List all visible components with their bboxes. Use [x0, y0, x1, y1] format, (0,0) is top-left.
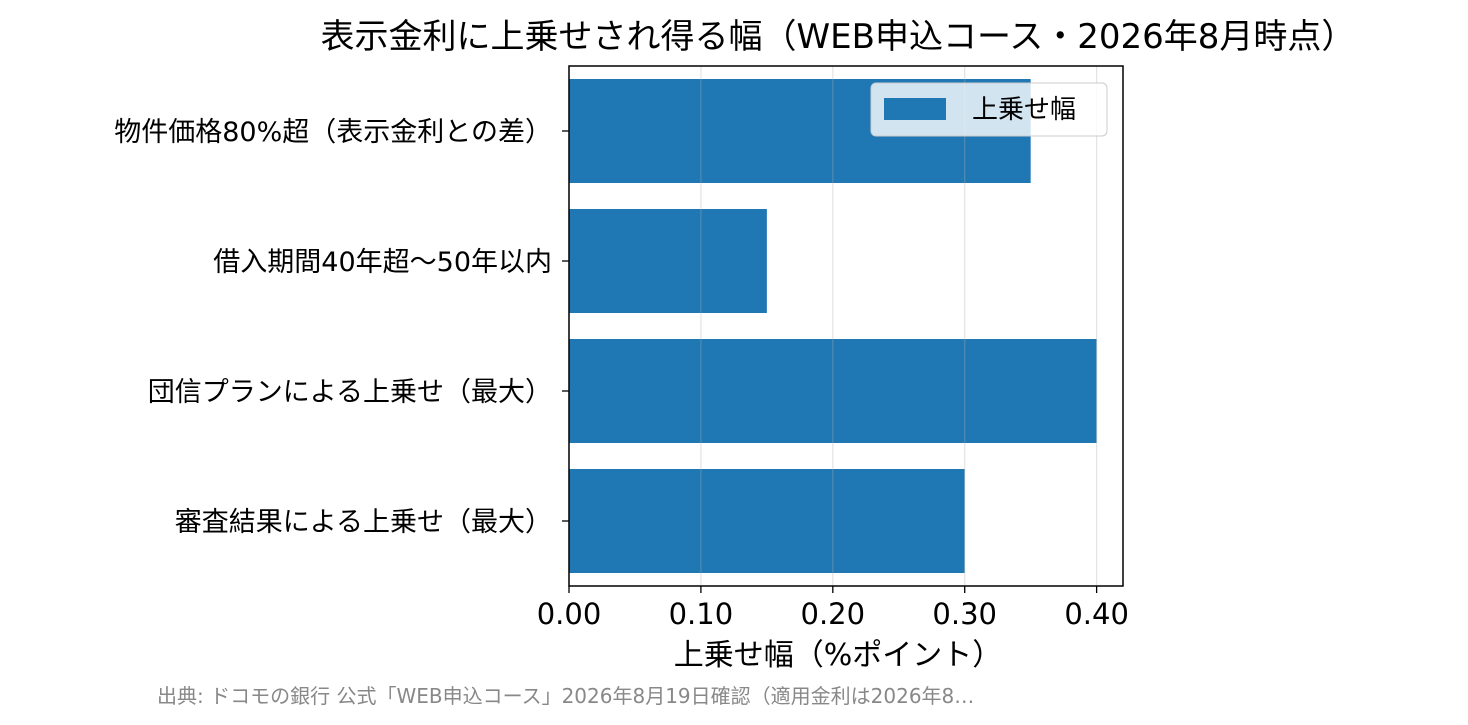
legend: 上乗せ幅 — [870, 82, 1108, 137]
y-axis: 物件価格80%超（表示金利との差） 借入期間40年超〜50年以内団信プランによる上… — [114, 117, 569, 538]
x-tick-label: 0.00 — [537, 597, 602, 631]
x-tick-label: 0.10 — [669, 597, 734, 631]
legend-swatch — [884, 98, 946, 120]
x-tick-label: 0.20 — [801, 597, 866, 631]
source-note: 出典: ドコモの銀行 公式「WEB申込コース」2026年8月19日確認（適用金利… — [157, 684, 974, 708]
x-tick-label: 0.30 — [932, 597, 997, 631]
plot-frame — [568, 65, 1124, 587]
y-tick-label: 審査結果による上乗せ（最大） — [175, 507, 552, 538]
y-tick-label: 団信プランによる上乗せ（最大） — [148, 377, 552, 408]
legend-label: 上乗せ幅 — [972, 95, 1076, 125]
x-axis-title: 上乗せ幅（%ポイント） — [674, 638, 1003, 673]
bar — [569, 339, 1097, 443]
y-tick-label: 借入期間40年超〜50年以内 — [213, 247, 552, 278]
bar — [569, 469, 965, 573]
y-tick-label: 物件価格80%超（表示金利との差） — [114, 117, 552, 148]
x-tick-label: 0.40 — [1064, 597, 1129, 631]
bar — [569, 209, 767, 313]
x-axis: 0.00 0.10 0.20 0.30 0.40 — [537, 586, 1129, 631]
chart-title: 表示金利に上乗せされ得る幅（WEB申込コース・2026年8月時点） — [321, 17, 1356, 57]
legend-box — [870, 82, 1108, 137]
